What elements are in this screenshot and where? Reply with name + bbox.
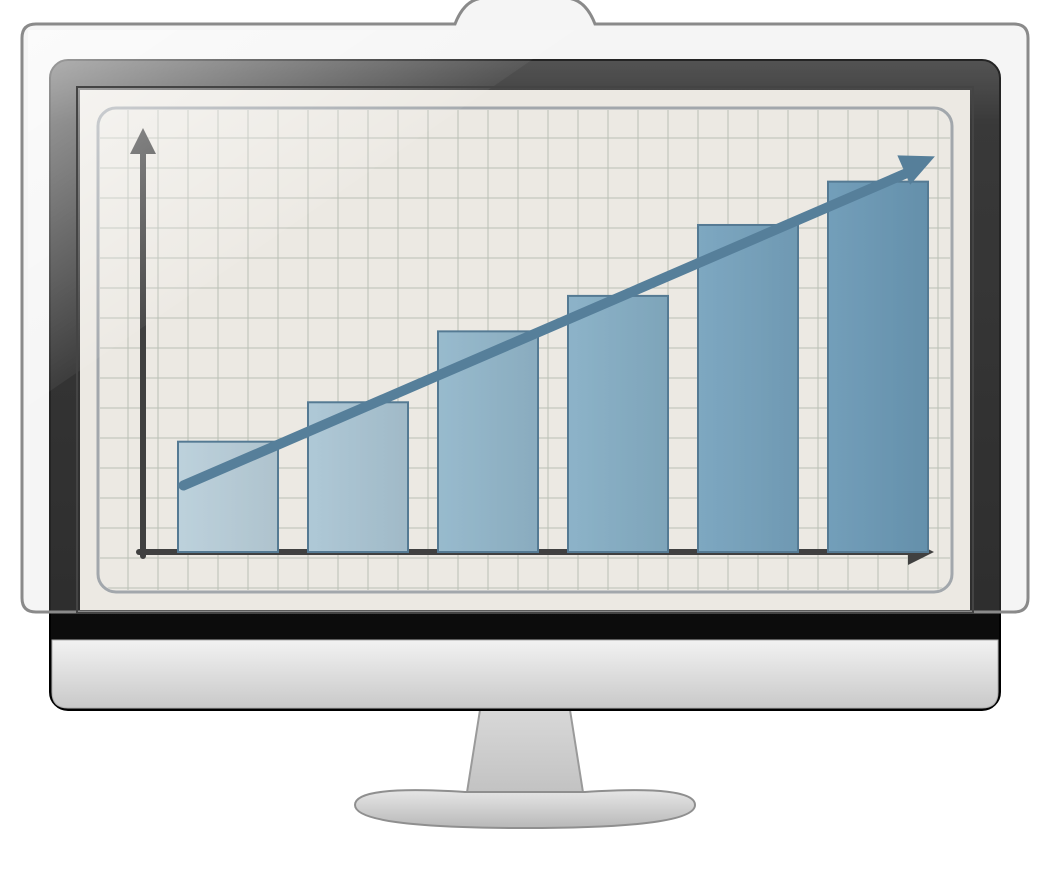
monitor-with-chart bbox=[0, 0, 1050, 872]
monitor-chin bbox=[52, 640, 998, 708]
product-image bbox=[0, 0, 1050, 872]
monitor-stand-neck bbox=[465, 710, 585, 805]
monitor-stand-base bbox=[355, 790, 695, 828]
